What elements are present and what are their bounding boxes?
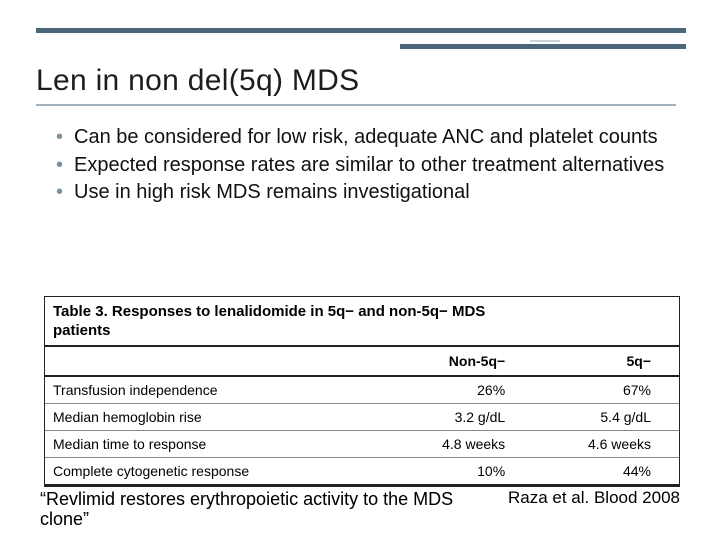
bullet-item: Can be considered for low risk, adequate… xyxy=(56,126,680,150)
bullet-item: Expected response rates are similar to o… xyxy=(56,154,680,178)
table-header-cell: 5q− xyxy=(533,347,679,376)
table-caption-line1: Table 3. Responses to lenalidomide in 5q… xyxy=(45,297,679,322)
table-row: Median hemoglobin rise 3.2 g/dL 5.4 g/dL xyxy=(45,404,679,431)
table-cell: Complete cytogenetic response xyxy=(45,458,387,486)
table-cell: 3.2 g/dL xyxy=(387,404,533,431)
table-cell: 4.8 weeks xyxy=(387,431,533,458)
table-cell: Transfusion independence xyxy=(45,376,387,404)
table-cell: 26% xyxy=(387,376,533,404)
table-header-cell xyxy=(45,347,387,376)
decoration-bars xyxy=(0,0,720,56)
table-row: Complete cytogenetic response 10% 44% xyxy=(45,458,679,486)
accent-bar-bottom xyxy=(400,44,686,49)
quote-text: “Revlimid restores erythropoietic activi… xyxy=(40,489,460,530)
table-cell: 5.4 g/dL xyxy=(533,404,679,431)
table-caption-line2: patients xyxy=(45,322,679,347)
slide: Len in non del(5q) MDS Can be considered… xyxy=(0,0,720,540)
table-header-row: Non-5q− 5q− xyxy=(45,347,679,376)
bullet-list: Can be considered for low risk, adequate… xyxy=(56,126,680,209)
accent-bar-top xyxy=(36,28,686,33)
accent-bar-light xyxy=(530,40,560,42)
table-cell: 44% xyxy=(533,458,679,486)
table-cell: Median hemoglobin rise xyxy=(45,404,387,431)
slide-title: Len in non del(5q) MDS xyxy=(36,64,676,106)
table-row: Transfusion independence 26% 67% xyxy=(45,376,679,404)
table-cell: 4.6 weeks xyxy=(533,431,679,458)
table-cell: 67% xyxy=(533,376,679,404)
table-cell: 10% xyxy=(387,458,533,486)
data-table: Table 3. Responses to lenalidomide in 5q… xyxy=(44,296,680,487)
table-header-cell: Non-5q− xyxy=(387,347,533,376)
table-cell: Median time to response xyxy=(45,431,387,458)
table-row: Median time to response 4.8 weeks 4.6 we… xyxy=(45,431,679,458)
table-body: Non-5q− 5q− Transfusion independence 26%… xyxy=(45,347,679,486)
bullet-item: Use in high risk MDS remains investigati… xyxy=(56,181,680,205)
citation-text: Raza et al. Blood 2008 xyxy=(508,488,680,508)
